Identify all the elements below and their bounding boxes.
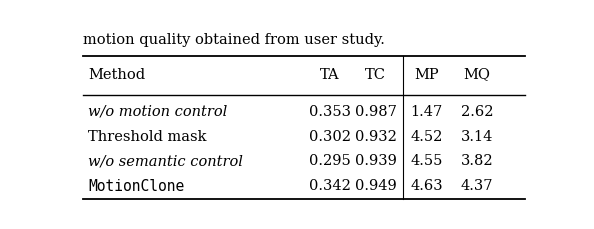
Text: Threshold mask: Threshold mask [88, 129, 207, 143]
Text: 4.37: 4.37 [461, 178, 493, 192]
Text: motion quality obtained from user study.: motion quality obtained from user study. [83, 33, 386, 47]
Text: 0.353: 0.353 [309, 104, 350, 118]
Text: 0.949: 0.949 [355, 178, 397, 192]
Text: TA: TA [320, 67, 340, 81]
Text: w/o motion control: w/o motion control [88, 104, 228, 118]
Text: 0.342: 0.342 [309, 178, 350, 192]
Text: 4.55: 4.55 [410, 154, 443, 168]
Text: MQ: MQ [463, 67, 491, 81]
Text: MP: MP [414, 67, 439, 81]
Text: MotionClone: MotionClone [88, 178, 184, 193]
Text: 2.62: 2.62 [461, 104, 493, 118]
Text: 3.14: 3.14 [461, 129, 493, 143]
Text: 0.295: 0.295 [309, 154, 350, 168]
Text: TC: TC [365, 67, 386, 81]
Text: 0.939: 0.939 [355, 154, 397, 168]
Text: 0.302: 0.302 [309, 129, 350, 143]
Text: 1.47: 1.47 [410, 104, 443, 118]
Text: 4.63: 4.63 [410, 178, 443, 192]
Text: 0.987: 0.987 [355, 104, 397, 118]
Text: w/o semantic control: w/o semantic control [88, 154, 243, 168]
Text: 0.932: 0.932 [355, 129, 397, 143]
Text: Method: Method [88, 67, 145, 81]
Text: 3.82: 3.82 [461, 154, 494, 168]
Text: 4.52: 4.52 [410, 129, 443, 143]
